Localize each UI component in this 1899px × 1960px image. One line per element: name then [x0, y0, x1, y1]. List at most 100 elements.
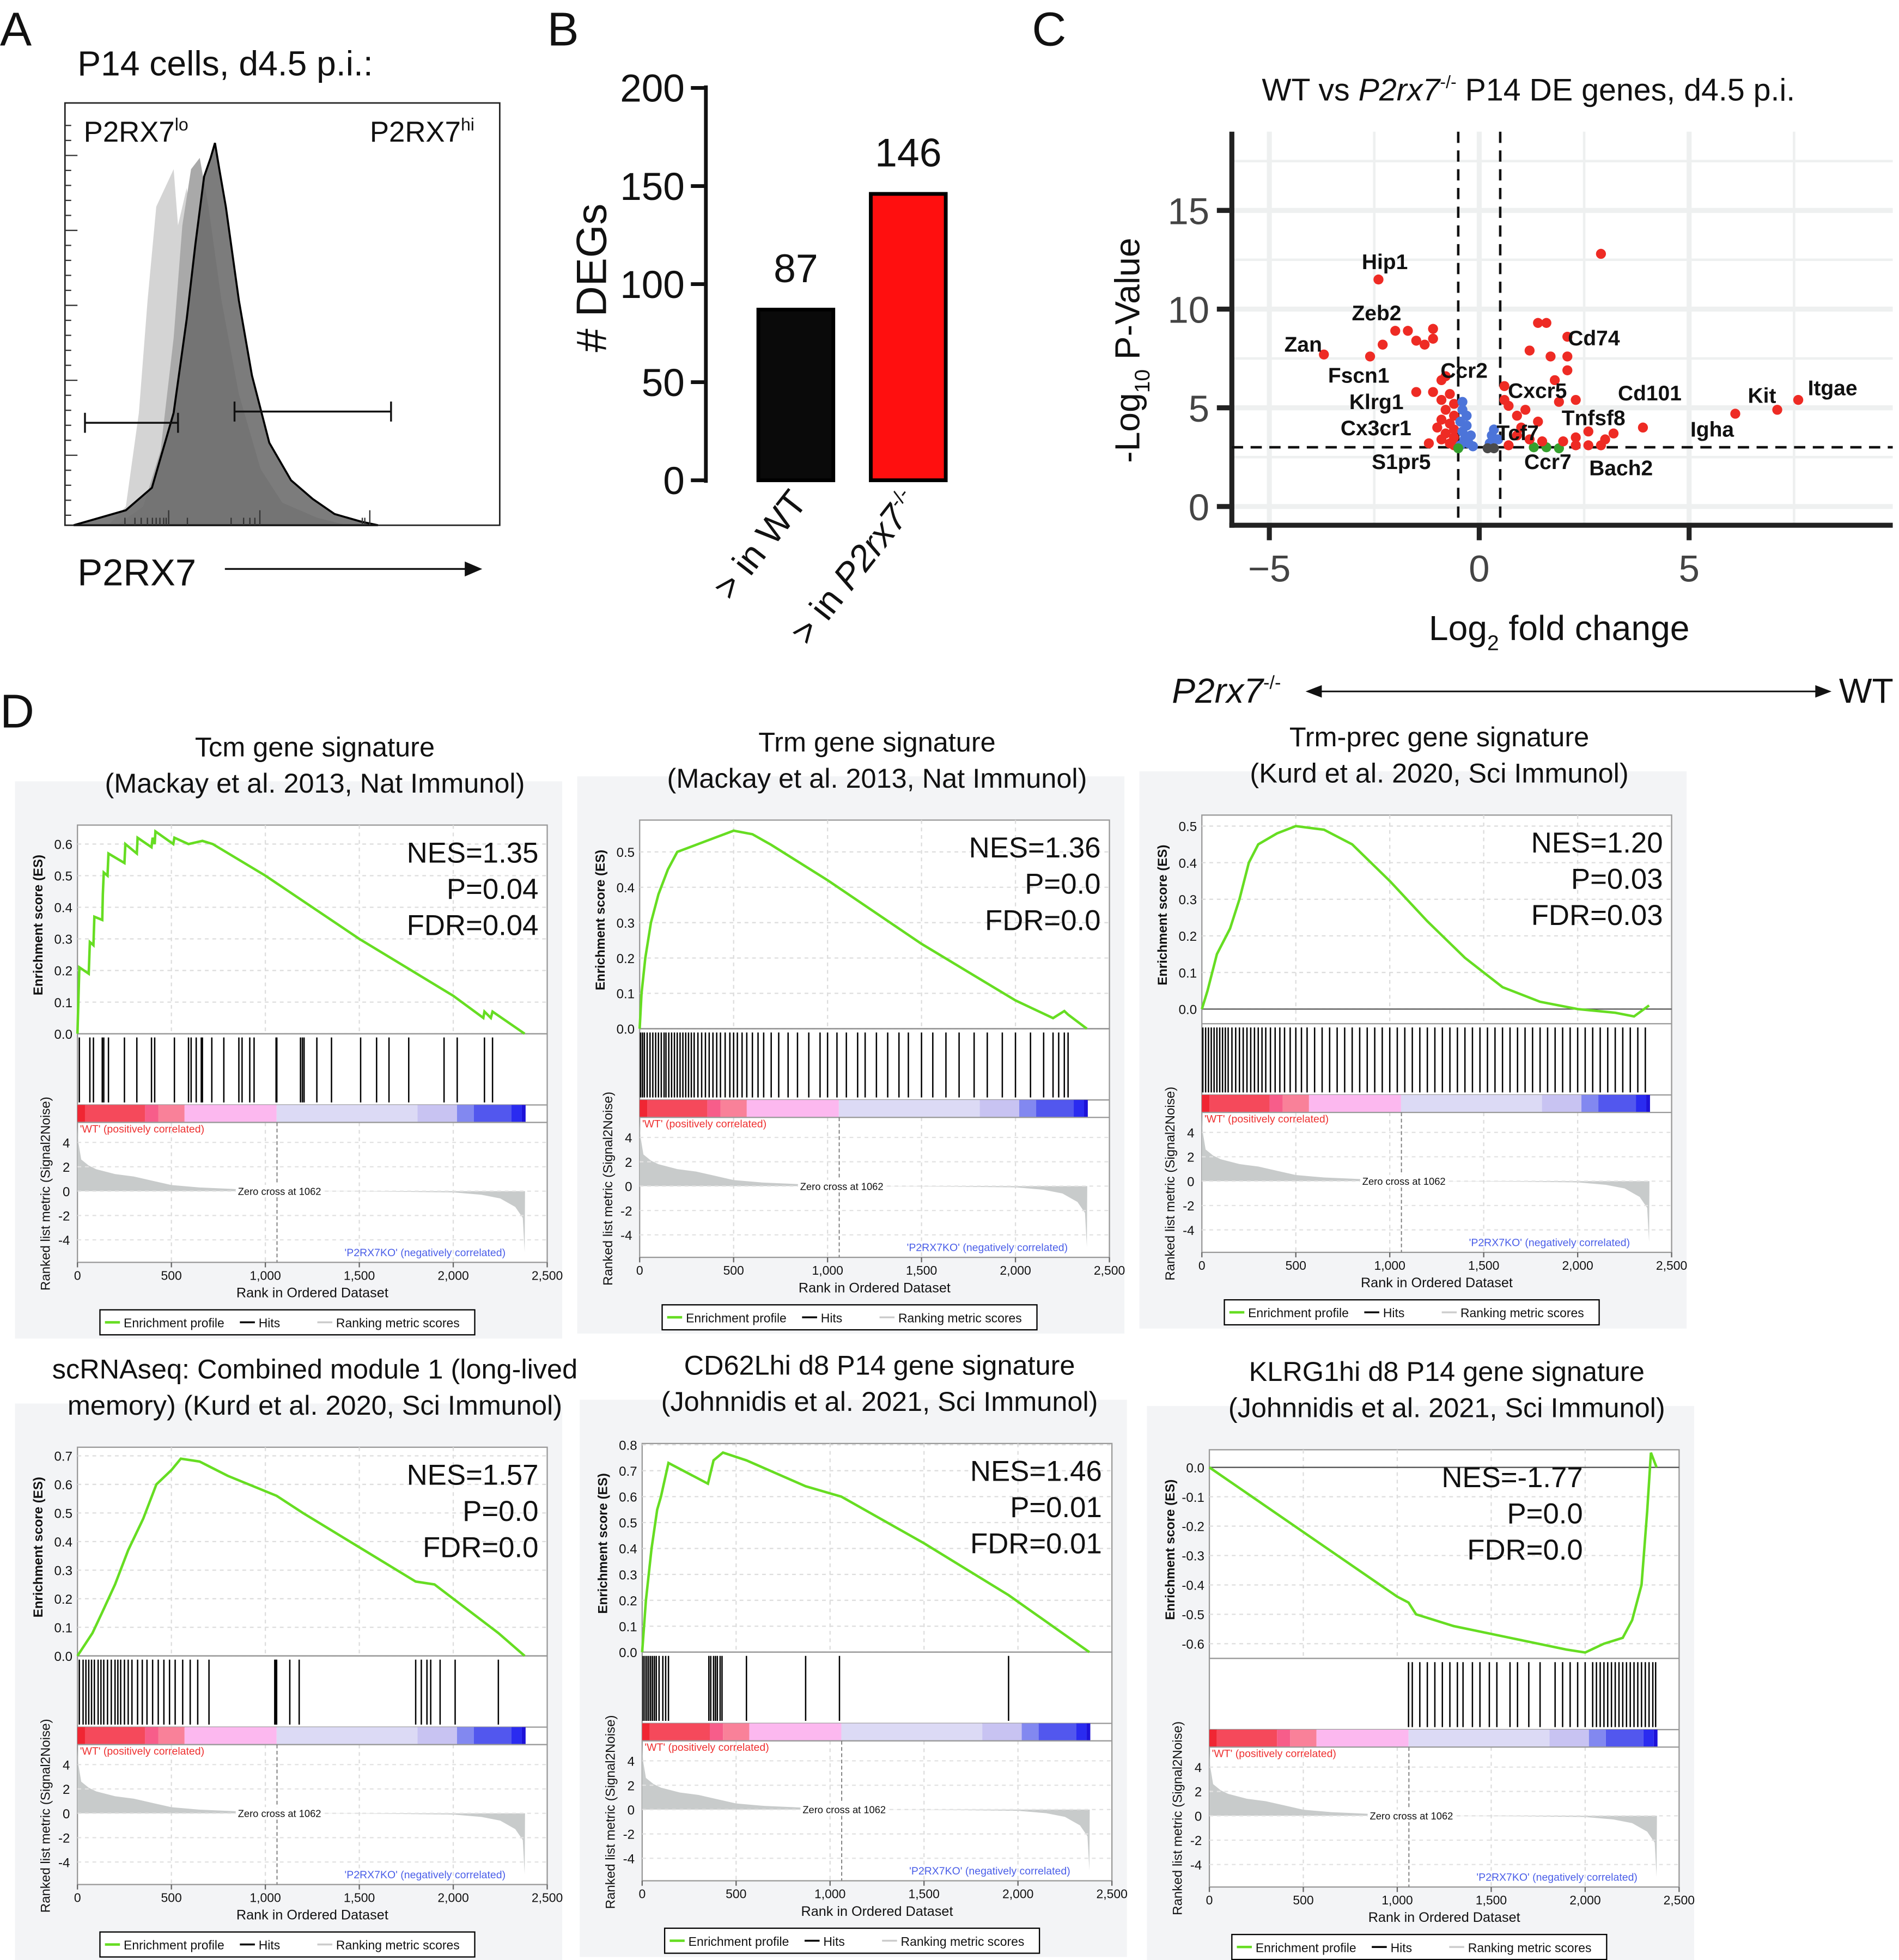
colorbar-segment — [1401, 1094, 1542, 1113]
volcano-grid — [1232, 131, 1893, 526]
gene-label-zan: Zan — [1285, 333, 1322, 356]
positive-correlation-label: 'WT' (positively correlated) — [1204, 1113, 1329, 1125]
point-sig — [1730, 409, 1740, 419]
metric-tick-label: 4 — [625, 1131, 632, 1146]
panel-c-ylabel: -Log10 P-Value — [1108, 238, 1154, 462]
gsea-legend: Enrichment profile Hits Ranking metric sco… — [99, 1931, 476, 1958]
x-tick-label: 2,500 — [1656, 1258, 1687, 1273]
point-sig — [1449, 399, 1459, 409]
zero-cross-label: Zero cross at 1062 — [802, 1804, 886, 1816]
colorbar-segment — [1074, 1100, 1084, 1118]
x-tick-label: 0 — [74, 1268, 81, 1282]
es-tick-label: 0.1 — [619, 1620, 637, 1634]
y-tick-label: 0 — [663, 460, 685, 503]
x-tick-label: 0 — [1198, 1258, 1206, 1273]
gsea-title-line1: CD62Lhi d8 P14 gene signature — [684, 1350, 1075, 1381]
gene-label-cd74: Cd74 — [1568, 327, 1620, 350]
gsea-title-line2: (Johnnidis et al. 2021, Sci Immunol) — [1228, 1392, 1665, 1423]
zero-cross-label: Zero cross at 1062 — [238, 1808, 321, 1819]
gene-label-fscn1: Fscn1 — [1328, 364, 1390, 388]
colorbar-segment — [1646, 1094, 1650, 1113]
point-sig — [1520, 405, 1531, 415]
gate-hi-label: P2RX7hi — [370, 114, 474, 148]
point-sig — [1423, 438, 1434, 449]
legend-hits-label: Hits — [259, 1316, 280, 1330]
es-tick-label: 0.2 — [54, 1592, 72, 1607]
point-blue — [1457, 426, 1468, 437]
negative-correlation-label: 'P2RX7KO' (negatively correlated) — [909, 1865, 1070, 1877]
colorbar-segment — [642, 1723, 650, 1741]
metric-tick-label: -4 — [1190, 1858, 1202, 1873]
colorbar-segment — [1408, 1730, 1550, 1748]
gsea-title-line2: (Johnnidis et al. 2021, Sci Immunol) — [661, 1386, 1098, 1417]
nes-value: NES=1.57 — [407, 1459, 539, 1492]
point-sig — [1436, 434, 1447, 445]
point-sig — [1403, 326, 1413, 336]
colorbar-segment — [1643, 1730, 1654, 1748]
gate-lo-label: P2RX7lo — [84, 114, 188, 148]
point-sig — [1533, 318, 1543, 328]
es-tick-label: -0.6 — [1182, 1638, 1204, 1652]
point-sig — [1541, 318, 1551, 328]
x-tick-label: 1,000 — [812, 1263, 843, 1277]
colorbar-segment — [276, 1727, 418, 1745]
gene-label-tnfsf8: Tnfsf8 — [1562, 407, 1626, 430]
point-blue — [1493, 434, 1504, 445]
x-tick-label: 1,500 — [344, 1268, 375, 1282]
metric-tick-label: -4 — [58, 1233, 70, 1248]
point-sig — [1428, 333, 1438, 344]
point-sig — [1533, 416, 1543, 427]
point-sig — [1499, 381, 1510, 391]
es-tick-label: 0.3 — [1179, 893, 1197, 908]
es-tick-label: 0.7 — [54, 1450, 72, 1464]
negative-correlation-label: 'P2RX7KO' (negatively correlated) — [1476, 1872, 1638, 1884]
metric-tick-label: 2 — [63, 1782, 70, 1797]
negative-correlation-label: 'P2RX7KO' (negatively correlated) — [1469, 1237, 1630, 1249]
point-sig — [1562, 331, 1573, 342]
metric-tick-label: 0 — [1195, 1809, 1202, 1824]
point-sig — [1545, 351, 1556, 362]
zero-cross-bg — [800, 1803, 888, 1816]
colorbar-segment — [77, 1105, 85, 1123]
point-sig — [1428, 324, 1438, 334]
es-tick-label: 0.3 — [54, 933, 72, 947]
colorbar-segment — [1605, 1730, 1644, 1748]
metric-ylabel: Ranked list metric (Signal2Noise) — [601, 1092, 616, 1286]
p-value: P=0.0 — [462, 1495, 538, 1527]
gene-label-kit: Kit — [1748, 384, 1776, 407]
es-tick-label: 0.2 — [1179, 929, 1197, 944]
legend-metric-label: Ranking metric scores — [336, 1316, 460, 1330]
legend-metric-label: Ranking metric scores — [898, 1311, 1022, 1325]
point-sig — [1772, 405, 1782, 415]
gsea-panel-5: CD62Lhi d8 P14 gene signature (Johnnidis … — [580, 1350, 1128, 1957]
es-ylabel: Enrichment score (ES) — [596, 1473, 611, 1614]
point-sig — [1549, 375, 1560, 386]
nes-value: NES=1.46 — [970, 1456, 1102, 1488]
positive-correlation-label: 'WT' (positively correlated) — [80, 1123, 204, 1135]
gene-label-cx3cr1: Cx3cr1 — [1341, 417, 1411, 440]
colorbar-segment — [640, 1100, 648, 1118]
gsea-title-line2: memory) (Kurd et al. 2020, Sci Immunol) — [68, 1390, 562, 1421]
x-tick-label: 2,500 — [1094, 1263, 1125, 1277]
es-ylabel: Enrichment score (ES) — [593, 850, 608, 990]
gsea-title-line1: Trm-prec gene signature — [1289, 721, 1589, 752]
x-tick-label: 0 — [638, 1887, 646, 1901]
positive-correlation-label: 'WT' (positively correlated) — [1212, 1748, 1336, 1760]
fdr-value: FDR=0.0 — [1467, 1534, 1582, 1566]
zero-cross-bg — [235, 1807, 324, 1820]
gene-label-ccr7: Ccr7 — [1524, 451, 1572, 474]
legend-hits-label: Hits — [1383, 1306, 1404, 1320]
x-tick-label: 0 — [1469, 547, 1489, 589]
legend-profile-label: Enrichment profile — [1256, 1940, 1356, 1955]
es-tick-label: 0.1 — [54, 1621, 72, 1635]
x-tick-label: 2,500 — [532, 1891, 563, 1905]
es-ylabel: Enrichment score (ES) — [1163, 1480, 1178, 1620]
legend-profile-label: Enrichment profile — [124, 1938, 224, 1952]
x-axis-label: Rank in Ordered Dataset — [236, 1908, 388, 1923]
point-blue — [1462, 410, 1472, 421]
metric-ylabel: Ranked list metric (Signal2Noise) — [1163, 1087, 1178, 1281]
point-sig — [1445, 389, 1455, 399]
es-tick-label: 0.0 — [619, 1646, 637, 1660]
colorbar-segment — [145, 1727, 159, 1745]
p-value: P=0.03 — [1571, 863, 1663, 896]
